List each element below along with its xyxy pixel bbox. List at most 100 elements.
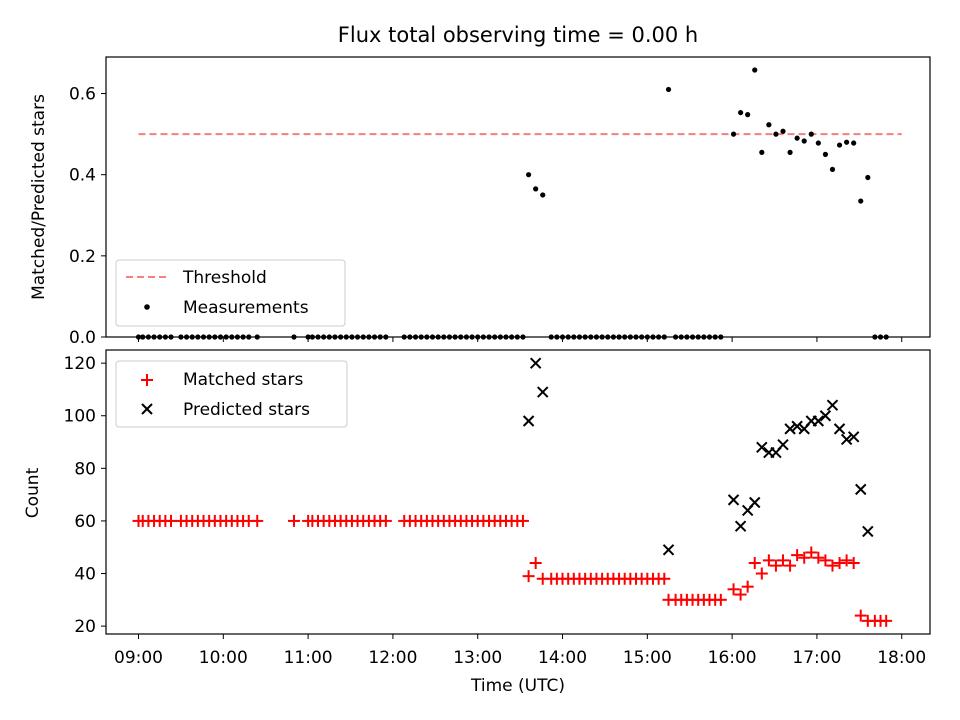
measurement-point (738, 109, 744, 116)
x-tick-label: 15:00 (623, 648, 672, 668)
measurement-point (780, 128, 786, 134)
bottom-legend: Matched stars Predicted stars (115, 360, 348, 428)
matched-star-point (819, 554, 832, 567)
measurement-point (836, 142, 843, 148)
top-y-tick-label: 0.6 (69, 85, 96, 105)
matched-star-point (762, 554, 775, 567)
bottom-y-tick-label: 60 (74, 512, 96, 532)
predicted-star-point (727, 494, 740, 506)
predicted-star-point (522, 415, 535, 427)
top-legend-box (115, 259, 346, 327)
x-tick-label: 09:00 (114, 648, 163, 668)
measurements-legend-label: Measurements (183, 298, 309, 318)
matched-star-point (847, 557, 860, 569)
measurement-point (540, 192, 546, 198)
matched-star-point (840, 554, 853, 567)
predicted-star-point (819, 410, 832, 422)
measurement-point (808, 131, 814, 137)
predicted-star-point (537, 386, 549, 398)
measurement-point (773, 131, 779, 137)
threshold-legend-label: Threshold (182, 268, 267, 288)
top-y-tick-label: 0.0 (69, 328, 96, 348)
matched-star-point (812, 551, 825, 564)
predicted-star-point (756, 441, 768, 454)
matched-star-point (379, 514, 392, 527)
bottom-y-tick-label: 80 (74, 459, 96, 479)
top-panel: Flux total observing time = 0.00 h 0.0 0.… (29, 23, 931, 348)
predicted-star-point (662, 544, 675, 556)
top-y-axis-label: Matched/Predicted stars (29, 94, 49, 300)
measurement-point (815, 140, 821, 146)
bottom-panel: 20 40 60 80 100 120 09:00 10:00 11:00 12:00 13:00… (23, 349, 931, 696)
x-tick-label: 14:00 (538, 648, 587, 668)
matched-star-point (287, 514, 300, 527)
matched-star-point (769, 559, 782, 572)
measurement-point (787, 149, 793, 155)
matched-star-point (251, 514, 264, 527)
bottom-y-tick-label: 20 (74, 617, 96, 637)
x-tick-label: 17:00 (792, 648, 841, 668)
bottom-legend-box (115, 360, 348, 428)
matched-star-point (791, 549, 804, 562)
predicted-legend-label: Predicted stars (183, 400, 310, 420)
matched-star-point (833, 557, 846, 569)
measurement-point (745, 112, 751, 118)
measurement-point (766, 122, 772, 128)
measurement-point (801, 138, 807, 144)
predicted-star-point (749, 496, 761, 509)
bottom-y-ticks: 20 40 60 80 100 120 (64, 354, 106, 637)
matched-star-point (516, 514, 529, 527)
matched-star-point (522, 570, 535, 583)
matched-star-point (658, 572, 671, 585)
measurement-point (759, 149, 765, 155)
predicted-star-point (734, 520, 747, 532)
top-legend: Threshold Measurements (115, 259, 346, 327)
x-tick-label: 16:00 (708, 648, 757, 668)
top-plot-area (135, 67, 902, 340)
predicted-star-point (847, 431, 860, 443)
matched-star-point (741, 580, 754, 593)
chart-title: Flux total observing time = 0.00 h (338, 23, 698, 47)
measurement-point (526, 172, 532, 178)
measurement-point (829, 166, 836, 173)
measurement-point (851, 140, 857, 146)
matched-legend-label: Matched stars (183, 370, 303, 390)
matched-star-point (784, 559, 797, 572)
measurement-point (752, 67, 758, 73)
predicted-star-point (812, 415, 825, 427)
bottom-y-tick-label: 40 (74, 565, 96, 585)
matched-star-point (734, 588, 747, 601)
top-y-tick-label: 0.4 (69, 166, 96, 186)
measurement-point (533, 186, 539, 192)
measurement-point (865, 174, 871, 181)
predicted-star-point (855, 483, 867, 496)
predicted-star-point (777, 438, 789, 451)
bottom-y-tick-label: 100 (64, 407, 96, 427)
measurements-legend-marker (144, 304, 150, 310)
predicted-legend-marker (141, 403, 153, 415)
bottom-y-tick-label: 120 (64, 354, 96, 374)
top-axes-frame (105, 56, 931, 338)
top-y-ticks: 0.0 0.2 0.4 0.6 (69, 85, 106, 348)
predicted-star-point (840, 433, 853, 446)
bottom-axes-frame (105, 349, 931, 635)
matched-star-point (854, 609, 867, 622)
measurement-point (858, 198, 864, 204)
x-tick-label: 10:00 (199, 648, 248, 668)
matched-star-point (805, 546, 818, 559)
measurement-point (665, 86, 672, 93)
predicted-star-point (784, 423, 796, 435)
bottom-x-ticks: 09:00 10:00 11:00 12:00 13:00 14:00 15:00 16:00… (114, 634, 926, 668)
x-axis-label: Time (UTC) (470, 676, 565, 696)
top-x-ticks (138, 337, 903, 342)
measurement-point (822, 151, 829, 157)
matched-star-point (798, 551, 811, 564)
measurement-point (844, 139, 850, 145)
bottom-plot-area (132, 357, 893, 627)
predicted-star-point (862, 525, 874, 538)
predicted-star-point (826, 399, 839, 411)
predicted-star-point (529, 357, 542, 369)
matched-star-point (748, 557, 761, 569)
x-tick-label: 11:00 (284, 648, 333, 668)
